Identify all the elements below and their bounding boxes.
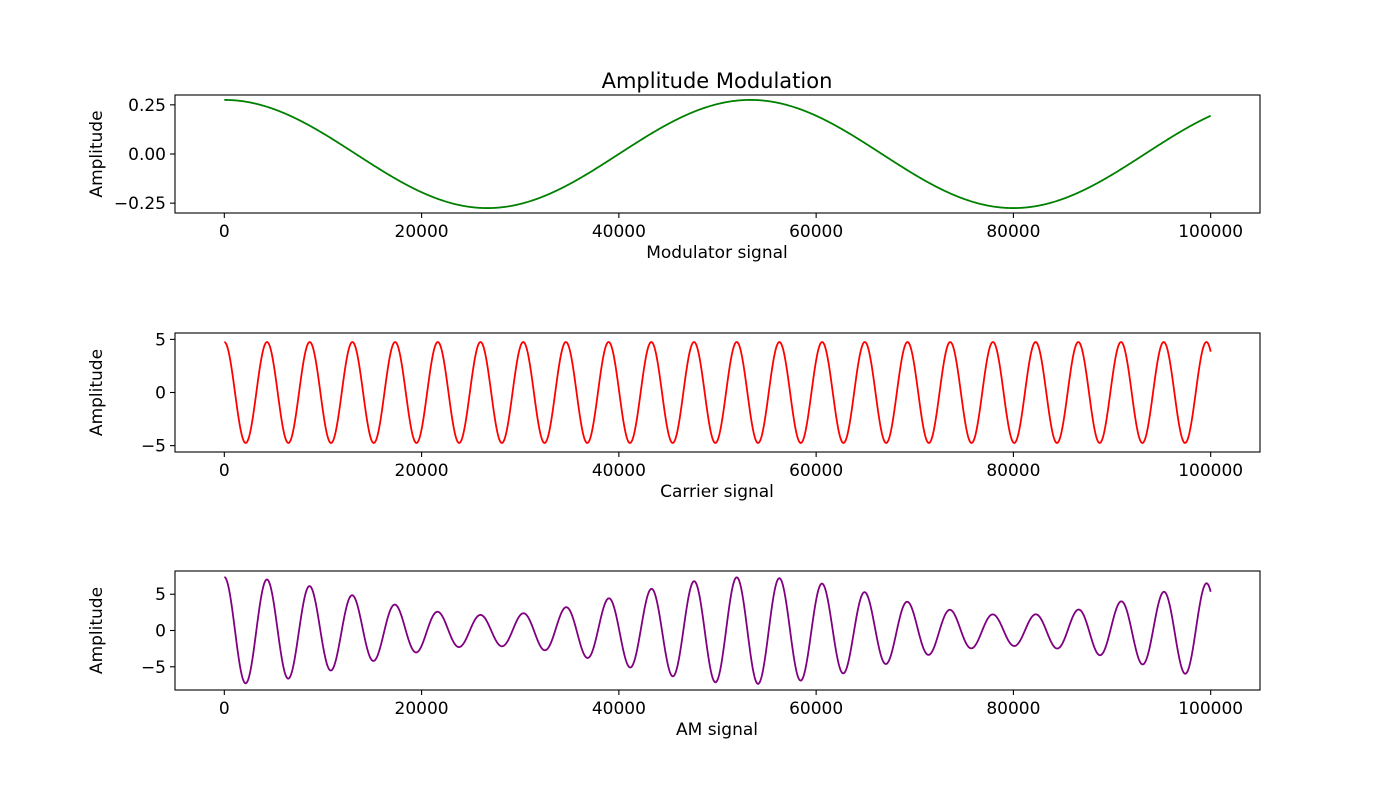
carrier-y-axis-label: Amplitude [87, 349, 107, 436]
am-x-tick-label: 60000 [789, 699, 843, 719]
am-x-tick-label: 100000 [1178, 699, 1243, 719]
am-x-axis-label: AM signal [676, 720, 758, 740]
modulator-axes-frame [174, 94, 1261, 214]
am-x-tick-label: 20000 [395, 699, 449, 719]
carrier-series-line [223, 341, 1212, 444]
modulator-y-tick-label: 0.25 [128, 96, 166, 116]
carrier-y-tick-label: −5 [141, 437, 166, 457]
modulator-x-tick-label: 0 [219, 222, 230, 242]
modulator-subplot: 0 20000 40000 60000 80000 100000 −0.25 0.00 0.25… [87, 94, 1261, 263]
carrier-x-tick-label: 40000 [592, 461, 646, 481]
modulator-x-tick-label: 60000 [789, 222, 843, 242]
modulator-y-tick-label: 0.00 [128, 145, 166, 165]
carrier-x-tick-label: 80000 [986, 461, 1040, 481]
modulator-x-tick-label: 100000 [1178, 222, 1243, 242]
carrier-x-tick-label: 0 [219, 461, 230, 481]
am-x-tick-label: 40000 [592, 699, 646, 719]
modulator-y-tick-label: −0.25 [114, 194, 166, 214]
modulator-series-line [223, 99, 1212, 209]
am-y-tick-label: 5 [155, 585, 166, 605]
am-y-tick-label: −5 [141, 658, 166, 678]
am-y-tick-label: 0 [155, 622, 166, 642]
am-series-line [223, 576, 1212, 685]
am-axes-frame [174, 570, 1261, 691]
am-y-axis-label: Amplitude [87, 587, 107, 674]
am-subplot: 0 20000 40000 60000 80000 100000 −5 0 5 AM signal… [87, 570, 1261, 740]
modulator-y-axis-label: Amplitude [87, 110, 107, 197]
modulator-x-tick-label: 80000 [986, 222, 1040, 242]
carrier-x-tick-label: 60000 [789, 461, 843, 481]
modulator-x-tick-label: 20000 [395, 222, 449, 242]
carrier-axes-frame [174, 332, 1261, 453]
carrier-y-tick-label: 0 [155, 384, 166, 404]
am-x-tick-label: 0 [219, 699, 230, 719]
carrier-x-tick-label: 100000 [1178, 461, 1243, 481]
modulator-x-axis-label: Modulator signal [646, 243, 788, 263]
chart-title: Amplitude Modulation [602, 69, 833, 93]
carrier-y-tick-label: 5 [155, 330, 166, 350]
carrier-x-axis-label: Carrier signal [660, 482, 774, 502]
carrier-subplot: 0 20000 40000 60000 80000 100000 −5 0 5 Carrier s… [87, 330, 1261, 502]
am-x-tick-label: 80000 [986, 699, 1040, 719]
modulator-x-tick-label: 40000 [592, 222, 646, 242]
carrier-x-tick-label: 20000 [395, 461, 449, 481]
